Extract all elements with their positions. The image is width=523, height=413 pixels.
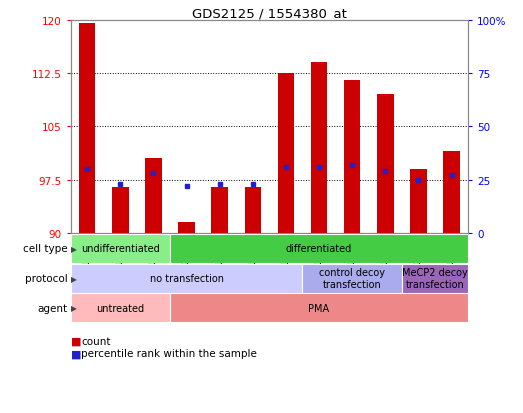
Text: untreated: untreated xyxy=(96,303,144,313)
Text: ▶: ▶ xyxy=(71,304,77,313)
Bar xyxy=(402,264,468,293)
Title: GDS2125 / 1554380_at: GDS2125 / 1554380_at xyxy=(192,7,347,19)
Bar xyxy=(178,223,195,233)
Bar xyxy=(244,187,261,233)
Bar xyxy=(278,74,294,233)
Text: undifferentiated: undifferentiated xyxy=(81,244,160,254)
Bar xyxy=(377,95,393,233)
Text: PMA: PMA xyxy=(309,303,329,313)
Text: no transfection: no transfection xyxy=(150,273,223,283)
Bar xyxy=(170,234,468,263)
Bar xyxy=(311,63,327,233)
Bar xyxy=(71,294,170,323)
Text: count: count xyxy=(81,336,110,346)
Bar xyxy=(71,264,302,293)
Text: control decoy
transfection: control decoy transfection xyxy=(319,268,385,289)
Text: ▶: ▶ xyxy=(71,244,77,253)
Bar xyxy=(71,234,170,263)
Bar xyxy=(145,159,162,233)
Bar xyxy=(444,152,460,233)
Bar xyxy=(211,187,228,233)
Bar xyxy=(170,294,468,323)
Text: agent: agent xyxy=(38,303,68,313)
Bar xyxy=(112,187,129,233)
Bar xyxy=(410,169,427,233)
Text: differentiated: differentiated xyxy=(286,244,352,254)
Bar xyxy=(302,264,402,293)
Text: protocol: protocol xyxy=(25,273,68,283)
Text: MeCP2 decoy
transfection: MeCP2 decoy transfection xyxy=(402,268,468,289)
Text: cell type: cell type xyxy=(24,244,68,254)
Text: ▶: ▶ xyxy=(71,274,77,283)
Text: ■: ■ xyxy=(71,349,81,358)
Text: ■: ■ xyxy=(71,336,81,346)
Bar xyxy=(344,81,360,233)
Bar xyxy=(79,24,95,233)
Text: percentile rank within the sample: percentile rank within the sample xyxy=(81,349,257,358)
